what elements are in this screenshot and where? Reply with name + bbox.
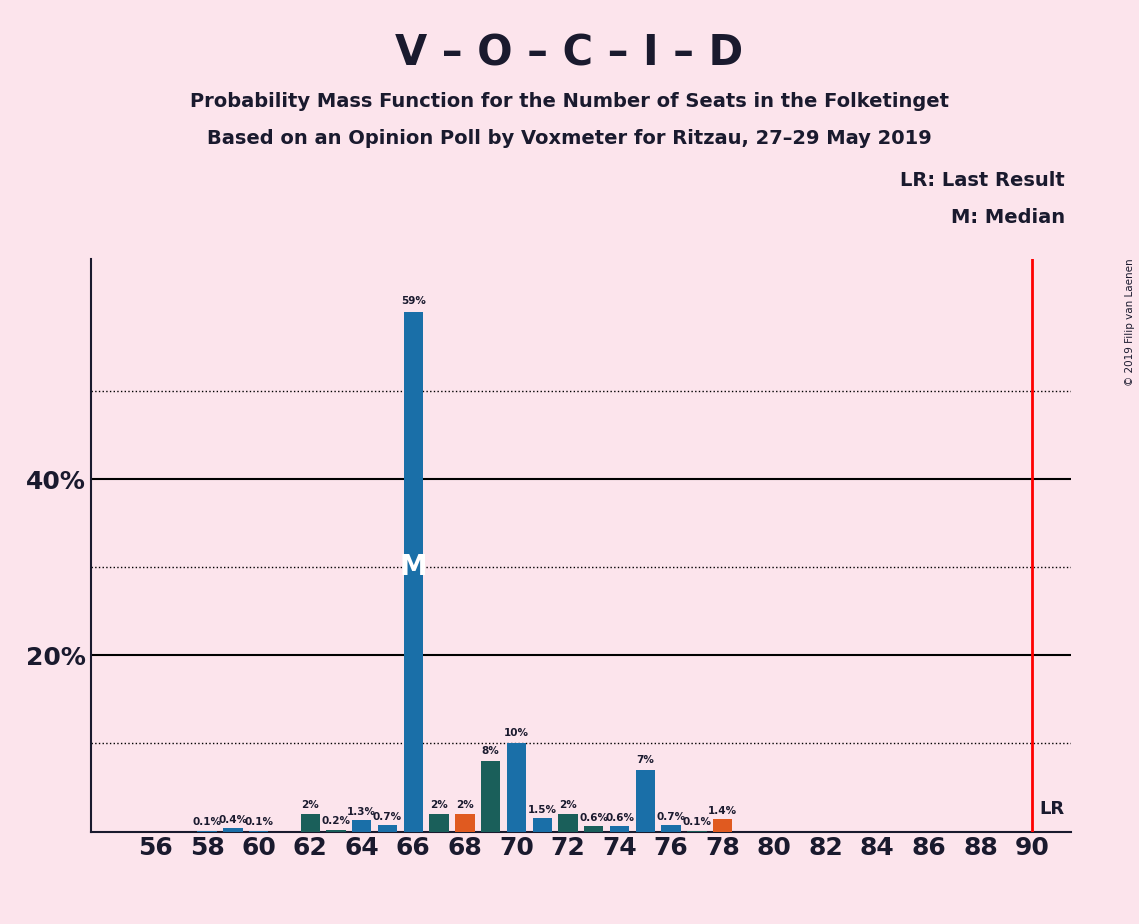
Text: 2%: 2% [559,800,576,810]
Text: 0.1%: 0.1% [244,817,273,827]
Text: 0.6%: 0.6% [580,813,608,822]
Text: 0.2%: 0.2% [321,816,351,826]
Text: V – O – C – I – D: V – O – C – I – D [395,32,744,74]
Bar [713,820,732,832]
Text: 1.5%: 1.5% [527,805,557,815]
Bar [636,770,655,832]
Bar [301,814,320,832]
Bar [507,744,526,832]
Bar [352,821,371,832]
Text: LR: Last Result: LR: Last Result [900,171,1065,190]
Text: 59%: 59% [401,297,426,307]
Text: 1.3%: 1.3% [347,807,376,817]
Text: 8%: 8% [482,746,500,756]
Text: 0.1%: 0.1% [192,817,222,827]
Text: 0.7%: 0.7% [372,812,402,822]
Bar [609,826,629,832]
Bar [533,819,552,832]
Text: 0.6%: 0.6% [605,813,634,822]
Bar [327,830,345,832]
Text: 10%: 10% [503,728,528,738]
Bar [584,826,604,832]
Bar [429,814,449,832]
Text: LR: LR [1040,800,1065,819]
Text: M: Median: M: Median [951,208,1065,227]
Text: 0.7%: 0.7% [656,812,686,822]
Text: Based on an Opinion Poll by Voxmeter for Ritzau, 27–29 May 2019: Based on an Opinion Poll by Voxmeter for… [207,129,932,149]
Text: M: M [400,553,427,581]
Text: 0.4%: 0.4% [219,815,247,824]
Text: © 2019 Filip van Laenen: © 2019 Filip van Laenen [1125,259,1134,386]
Text: 7%: 7% [637,755,654,765]
Text: 1.4%: 1.4% [708,806,737,816]
Bar [378,825,398,832]
Text: 0.1%: 0.1% [682,817,712,827]
Bar [223,828,243,832]
Bar [456,814,475,832]
Bar [558,814,577,832]
Text: 2%: 2% [456,800,474,810]
Text: 2%: 2% [431,800,448,810]
Text: Probability Mass Function for the Number of Seats in the Folketinget: Probability Mass Function for the Number… [190,92,949,112]
Bar [481,761,500,832]
Text: 2%: 2% [302,800,319,810]
Bar [403,311,423,832]
Bar [662,825,681,832]
